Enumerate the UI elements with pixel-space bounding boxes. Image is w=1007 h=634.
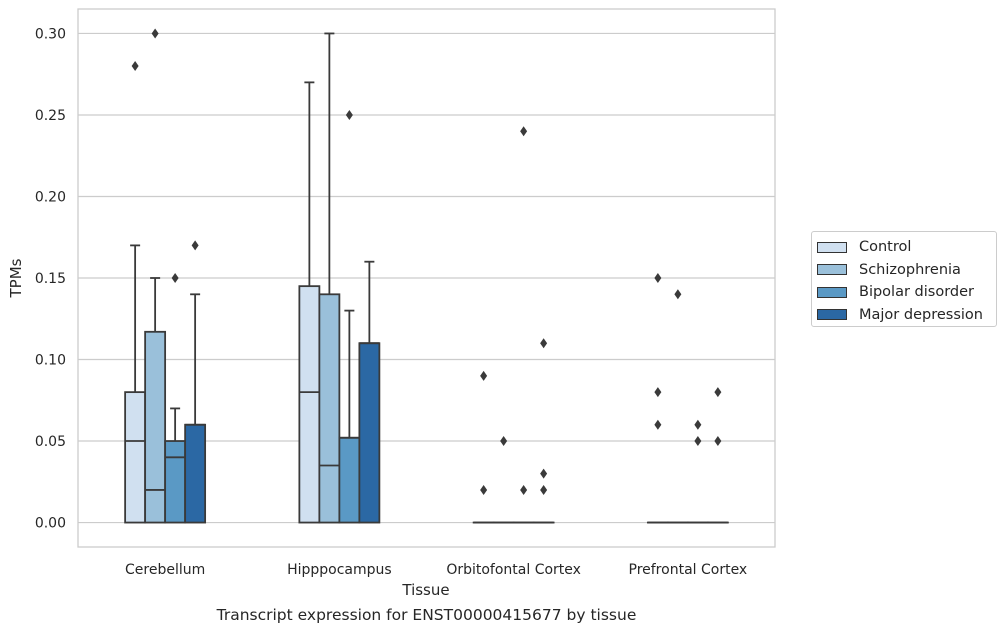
- outlier-point: [520, 484, 528, 495]
- outlier-point: [714, 436, 722, 447]
- box-group: [124, 61, 147, 524]
- outlier-point: [191, 240, 199, 251]
- outlier-point: [151, 28, 159, 39]
- box-group: [338, 109, 361, 524]
- box-group: [318, 32, 341, 524]
- y-tick-label: 0.15: [35, 271, 66, 287]
- box: [144, 330, 167, 524]
- box-group: [666, 289, 689, 524]
- box-group: [706, 387, 729, 524]
- legend: Control Schizophrenia Bipolar disorder M…: [811, 231, 997, 327]
- outlier-point: [131, 61, 139, 72]
- legend-item-schizophrenia: Schizophrenia: [817, 259, 996, 282]
- outlier-point: [654, 273, 662, 283]
- box-group: [184, 240, 207, 524]
- legend-item-control: Control: [817, 236, 996, 259]
- outlier-point: [674, 289, 682, 300]
- outlier-point: [480, 484, 488, 495]
- legend-item-major-depression: Major depression: [817, 304, 996, 327]
- box: [338, 436, 361, 524]
- box-group: [646, 273, 669, 524]
- y-tick-label: 0.00: [35, 516, 66, 532]
- x-tick-label: Cerebellum: [125, 562, 205, 578]
- legend-label: Major depression: [859, 306, 983, 323]
- box-group: [686, 419, 709, 524]
- box-group: [512, 126, 535, 524]
- legend-swatch: [817, 241, 847, 253]
- outlier-point: [694, 436, 702, 447]
- box: [164, 440, 187, 524]
- legend-swatch: [817, 309, 847, 321]
- legend-label: Schizophrenia: [859, 261, 961, 278]
- y-tick-label: 0.10: [35, 353, 66, 369]
- outlier-point: [694, 419, 702, 430]
- outlier-point: [345, 109, 353, 120]
- legend-label: Bipolar disorder: [859, 284, 974, 301]
- box: [358, 342, 381, 524]
- x-tick-label: Prefrontal Cortex: [629, 562, 748, 578]
- y-axis-label: TPMs: [7, 258, 25, 298]
- box-group: [492, 436, 515, 524]
- legend-swatch: [817, 264, 847, 276]
- outlier-point: [654, 387, 662, 398]
- outlier-point: [171, 273, 179, 283]
- outlier-point: [540, 468, 548, 479]
- y-tick-label: 0.05: [35, 434, 66, 450]
- box-group: [144, 28, 167, 524]
- box: [124, 391, 147, 524]
- boxes: [124, 28, 729, 524]
- x-tick-label: Hipppocampus: [287, 562, 392, 578]
- box-group: [164, 273, 187, 524]
- x-axis-label: Tissue: [401, 581, 449, 599]
- outlier-point: [480, 370, 488, 381]
- outlier-point: [540, 484, 548, 495]
- box-group: [532, 338, 555, 524]
- legend-label: Control: [859, 239, 912, 256]
- chart-caption: Transcript expression for ENST0000041567…: [216, 606, 637, 624]
- legend-swatch: [817, 286, 847, 298]
- box-group: [358, 260, 381, 524]
- outlier-point: [500, 436, 508, 447]
- outlier-point: [714, 387, 722, 398]
- box-group: [472, 370, 495, 524]
- box: [318, 293, 341, 524]
- box: [184, 423, 207, 524]
- y-tick-labels: 0.00 0.05 0.10 0.15 0.20 0.25 0.30: [35, 26, 66, 531]
- x-tick-label: Orbitofontal Cortex: [446, 562, 581, 578]
- y-tick-label: 0.25: [35, 108, 66, 124]
- outlier-point: [520, 126, 528, 137]
- y-tick-label: 0.30: [35, 26, 66, 42]
- outlier-point: [654, 419, 662, 430]
- box-group: [298, 81, 321, 524]
- y-tick-label: 0.20: [35, 189, 66, 205]
- outlier-point: [540, 338, 548, 349]
- plot-frame: [77, 8, 776, 548]
- x-tick-labels: Cerebellum Hipppocampus Orbitofontal Corte…: [125, 562, 747, 578]
- box: [298, 285, 321, 524]
- legend-item-bipolar-disorder: Bipolar disorder: [817, 281, 996, 304]
